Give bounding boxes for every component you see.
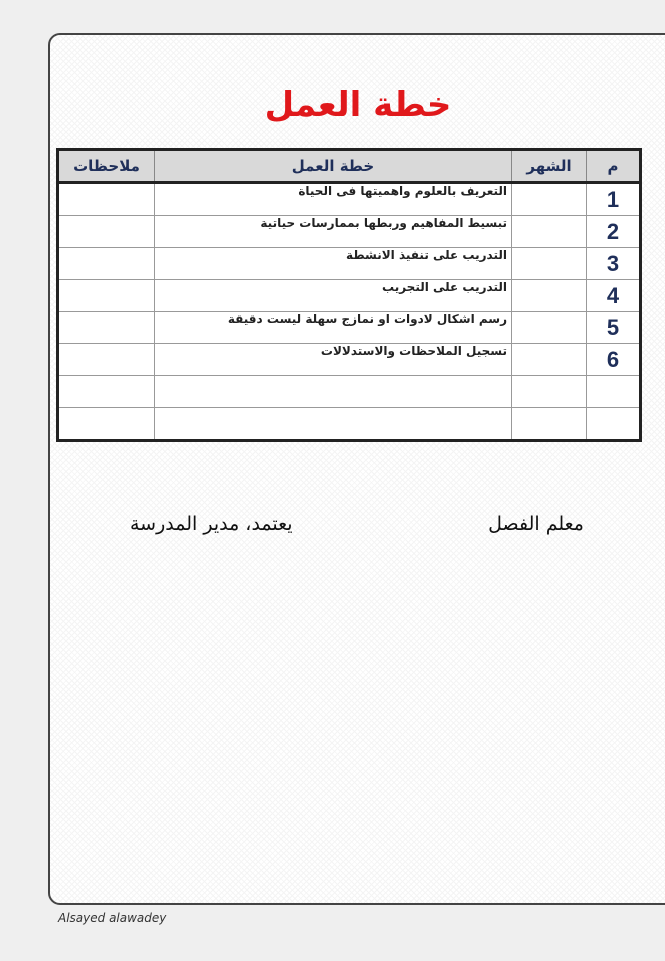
row-plan: رسم اشكال لادوات او نمازج سهلة ليست دقيق… bbox=[154, 311, 512, 344]
author-credit: Alsayed alawadey bbox=[58, 911, 167, 925]
row-index: 4 bbox=[586, 279, 641, 312]
row-notes bbox=[57, 343, 155, 376]
header-notes: ملاحظات bbox=[57, 149, 155, 184]
row-notes bbox=[57, 375, 155, 408]
table-row: 2 تبسيط المفاهيم وربطها بممارسات حياتية bbox=[57, 215, 641, 248]
document-page: خطة العمل م الشهر خطة العمل ملاحظات 1 الت… bbox=[48, 33, 665, 905]
table-row: 3 التدريب على تنفيذ الانشطة bbox=[57, 247, 641, 280]
row-plan: التعريف بالعلوم واهميتها فى الحياة bbox=[154, 182, 512, 216]
table-row: 4 التدريب على التجريب bbox=[57, 279, 641, 312]
table-row: 1 التعريف بالعلوم واهميتها فى الحياة bbox=[57, 182, 641, 216]
row-index: 3 bbox=[586, 247, 641, 280]
page-title: خطة العمل bbox=[264, 85, 452, 125]
row-notes bbox=[57, 311, 155, 344]
header-plan: خطة العمل bbox=[154, 149, 512, 184]
header-index: م bbox=[586, 149, 641, 184]
row-month bbox=[511, 311, 587, 344]
row-month bbox=[511, 247, 587, 280]
row-month bbox=[511, 343, 587, 376]
row-plan bbox=[154, 375, 512, 408]
row-month bbox=[511, 375, 587, 408]
table-row: 6 تسجيل الملاحظات والاستدلالات bbox=[57, 343, 641, 376]
work-plan-table: م الشهر خطة العمل ملاحظات 1 التعريف بالعل… bbox=[56, 148, 642, 442]
principal-signature-label: يعتمد، مدير المدرسة bbox=[130, 513, 293, 535]
row-index: 6 bbox=[586, 343, 641, 376]
row-notes bbox=[57, 407, 155, 441]
row-index bbox=[586, 375, 641, 408]
header-month: الشهر bbox=[511, 149, 587, 184]
row-plan: التدريب على التجريب bbox=[154, 279, 512, 312]
row-plan: التدريب على تنفيذ الانشطة bbox=[154, 247, 512, 280]
table-row bbox=[57, 375, 641, 408]
row-index: 5 bbox=[586, 311, 641, 344]
row-notes bbox=[57, 215, 155, 248]
row-month bbox=[511, 279, 587, 312]
table-row: 5 رسم اشكال لادوات او نمازج سهلة ليست دقي… bbox=[57, 311, 641, 344]
row-month bbox=[511, 407, 587, 441]
row-plan bbox=[154, 407, 512, 441]
row-notes bbox=[57, 182, 155, 216]
teacher-signature-label: معلم الفصل bbox=[488, 513, 584, 535]
row-month bbox=[511, 215, 587, 248]
row-index: 1 bbox=[586, 182, 641, 216]
row-index: 2 bbox=[586, 215, 641, 248]
row-notes bbox=[57, 247, 155, 280]
row-index bbox=[586, 407, 641, 441]
row-plan: تبسيط المفاهيم وربطها بممارسات حياتية bbox=[154, 215, 512, 248]
table-row bbox=[57, 407, 641, 441]
row-month bbox=[511, 182, 587, 216]
row-notes bbox=[57, 279, 155, 312]
row-plan: تسجيل الملاحظات والاستدلالات bbox=[154, 343, 512, 376]
